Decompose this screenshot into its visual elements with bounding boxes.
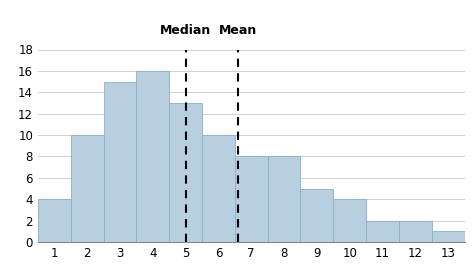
- Bar: [268, 156, 301, 242]
- Bar: [301, 189, 333, 242]
- Bar: [399, 221, 432, 242]
- Bar: [202, 135, 235, 242]
- Bar: [38, 199, 71, 242]
- Bar: [169, 103, 202, 242]
- Bar: [333, 199, 366, 242]
- Bar: [432, 231, 465, 242]
- Bar: [235, 156, 268, 242]
- Text: Median: Median: [160, 24, 211, 37]
- Bar: [137, 71, 169, 242]
- Text: Mean: Mean: [219, 24, 257, 37]
- Bar: [71, 135, 103, 242]
- Bar: [366, 221, 399, 242]
- Bar: [103, 82, 137, 242]
